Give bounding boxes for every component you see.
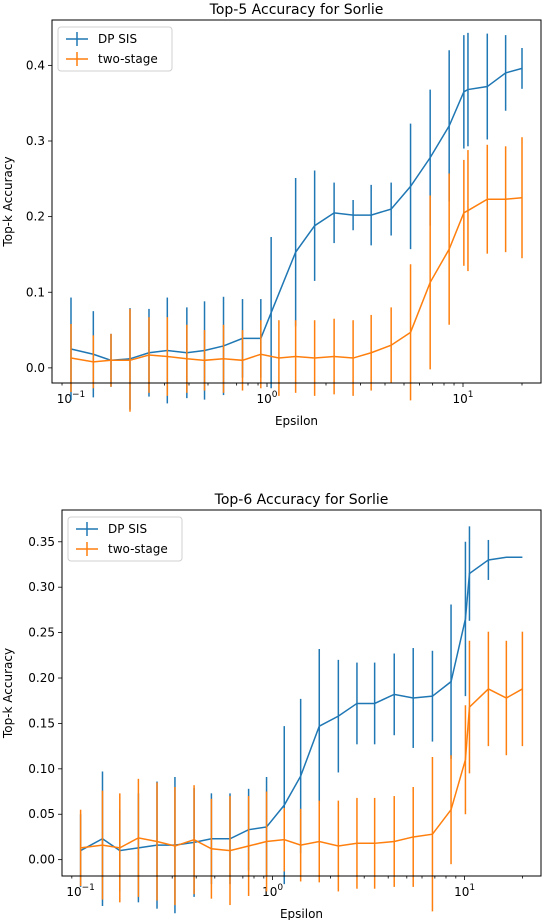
chart-2-xtick-label: 100	[262, 883, 283, 899]
chart-2-title: Top-6 Accuracy for Sorlie	[214, 492, 389, 508]
chart-1-ytick-label: 0.0	[26, 361, 45, 375]
chart-2-ytick-label: 0.05	[28, 807, 55, 821]
chart-2-series-two-stage-line	[80, 688, 523, 852]
chart-1-xtick-label: 101	[452, 390, 473, 406]
chart-1-legend-entry-dp-sis-label: DP SIS	[98, 32, 137, 46]
chart-2-legend	[67, 516, 183, 562]
chart-2-ytick-label: 0.00	[28, 853, 55, 867]
chart-2-ytick-label: 0.10	[28, 762, 55, 776]
chart-2-ytick-label: 0.20	[28, 671, 55, 685]
chart-2-ytick-label: 0.15	[28, 716, 55, 730]
chart-2-xtick-label: 101	[454, 883, 475, 899]
chart-1-title: Top-5 Accuracy for Sorlie	[209, 2, 384, 18]
chart-2-axes-frame	[61, 509, 542, 877]
chart-2-panel: Top-6 Accuracy for Sorlie 0.00 0.05 0.10 0.1…	[1, 492, 542, 920]
chart-2-ytick-label: 0.25	[28, 626, 55, 640]
chart-1-series-two-stage-line	[70, 196, 523, 363]
chart-1-legend	[57, 26, 173, 72]
chart-2-legend-entry-two-stage-label: two-stage	[108, 542, 168, 556]
chart-2-legend-entry-dp-sis-label: DP SIS	[108, 522, 147, 536]
chart-2-xtick-label: 10−1	[66, 883, 95, 899]
chart-1-y-axis-label: Top-k Accuracy	[1, 156, 15, 247]
chart-1-x-axis-label: Epsilon	[275, 414, 318, 428]
chart-2-series-dp-sis-line	[80, 556, 523, 852]
chart-1-xtick-label: 100	[256, 390, 277, 406]
chart-1-ytick-label: 0.4	[26, 58, 45, 72]
chart-1-axes-frame	[51, 19, 542, 384]
chart-1-ytick-label: 0.3	[26, 134, 45, 148]
chart-1-series-dp-sis-line	[70, 67, 523, 362]
chart-1-legend-entry-two-stage-label: two-stage	[98, 52, 158, 66]
chart-2-ytick-label: 0.30	[28, 580, 55, 594]
chart-2-y-axis-label: Top-k Accuracy	[1, 648, 15, 739]
chart-1-xtick-label: 10−1	[57, 390, 86, 406]
chart-1-ytick-label: 0.2	[26, 210, 45, 224]
chart-1-panel: Top-5 Accuracy for Sorlie 0.0 0.1 0.2 0.3 0.4…	[1, 2, 542, 428]
chart-1-ytick-label: 0.1	[26, 285, 45, 299]
chart-2-x-axis-label: Epsilon	[280, 907, 323, 920]
chart-2-ytick-label: 0.35	[28, 535, 55, 549]
